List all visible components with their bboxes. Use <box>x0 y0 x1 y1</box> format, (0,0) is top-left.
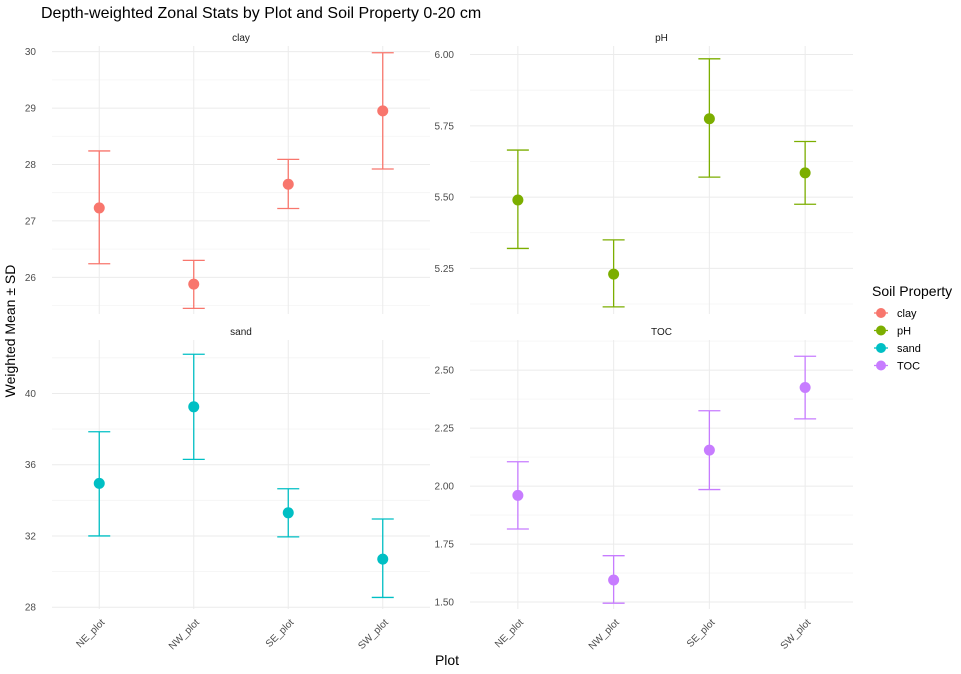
legend-label: sand <box>897 343 921 355</box>
mean-point <box>608 574 620 586</box>
legend: Soil Property clay pH sand TOC <box>872 283 952 373</box>
legend-title: Soil Property <box>872 283 952 299</box>
facet-panel-ph: pH 5.25 5.50 5.75 6.00 <box>435 33 853 314</box>
mean-point <box>799 167 811 179</box>
y-tick-label: 32 <box>25 531 37 542</box>
y-tick-label: 27 <box>25 216 37 227</box>
y-tick-label: 1.75 <box>435 540 455 551</box>
legend-item-sand: sand <box>874 343 921 355</box>
y-tick-label: 36 <box>25 460 37 471</box>
x-tick-label: SW_plot <box>356 617 391 652</box>
mean-point <box>282 178 294 190</box>
mean-point <box>799 382 811 394</box>
x-tick-label: SW_plot <box>779 617 814 652</box>
legend-label: pH <box>897 326 911 338</box>
legend-item-ph: pH <box>874 325 911 338</box>
legend-key-point <box>876 360 886 371</box>
legend-key-point <box>876 343 886 353</box>
x-tick-label: NE_plot <box>74 617 107 650</box>
legend-key-point <box>876 325 886 336</box>
legend-item-clay: clay <box>874 308 917 320</box>
legend-item-toc: TOC <box>874 360 920 373</box>
x-axis-title: Plot <box>435 652 459 668</box>
chart-title: Depth-weighted Zonal Stats by Plot and S… <box>41 5 481 22</box>
y-tick-label: 28 <box>25 603 37 614</box>
y-tick-label: 30 <box>25 47 37 58</box>
x-tick-label: NW_plot <box>167 617 202 652</box>
y-tick-label: 5.50 <box>435 193 455 204</box>
facet-strip-label: pH <box>655 33 668 44</box>
y-tick-label: 26 <box>25 273 37 284</box>
mean-point <box>703 113 715 125</box>
y-tick-label: 6.00 <box>435 50 455 61</box>
mean-point <box>608 268 620 280</box>
y-tick-label: 1.50 <box>435 598 455 609</box>
mean-point <box>377 105 389 117</box>
facet-strip-label: clay <box>232 33 250 44</box>
facet-panel-clay: clay 26 27 28 29 30 <box>25 33 430 314</box>
mean-point <box>188 401 200 413</box>
mean-point <box>93 477 105 489</box>
mean-point <box>512 194 524 206</box>
y-tick-label: 2.50 <box>435 366 455 377</box>
y-tick-label: 2.00 <box>435 482 455 493</box>
mean-point <box>188 278 200 290</box>
legend-key-point <box>876 308 886 318</box>
y-tick-label: 5.25 <box>435 264 455 275</box>
y-tick-label: 29 <box>25 104 37 115</box>
mean-point <box>282 507 294 519</box>
x-tick-label: NW_plot <box>587 617 622 652</box>
y-tick-label: 40 <box>25 389 37 400</box>
facet-panels: clay 26 27 28 29 30 pH 5.25 5.50 5.75 6.00 sand 28 32… <box>25 33 853 652</box>
mean-point <box>93 202 105 214</box>
x-tick-label: SE_plot <box>685 617 718 650</box>
y-tick-label: 28 <box>25 160 37 171</box>
mean-point <box>377 553 389 565</box>
mean-point <box>512 489 524 501</box>
legend-label: TOC <box>897 361 920 373</box>
legend-label: clay <box>897 308 917 320</box>
facet-strip-label: sand <box>230 327 252 338</box>
x-tick-label: NE_plot <box>493 617 526 650</box>
facet-strip-label: TOC <box>651 327 672 338</box>
y-axis-title: Weighted Mean ± SD <box>2 265 18 398</box>
facet-panel-sand: sand 28 32 36 40 NE_plot NW_plot SE_plot SW_plot <box>25 327 430 652</box>
y-tick-label: 2.25 <box>435 424 455 435</box>
mean-point <box>703 444 715 456</box>
x-tick-label: SE_plot <box>264 617 297 650</box>
facet-panel-toc: TOC 1.50 1.75 2.00 2.25 2.50 NE_plot NW_plot SE_… <box>435 327 853 652</box>
y-tick-label: 5.75 <box>435 121 455 132</box>
